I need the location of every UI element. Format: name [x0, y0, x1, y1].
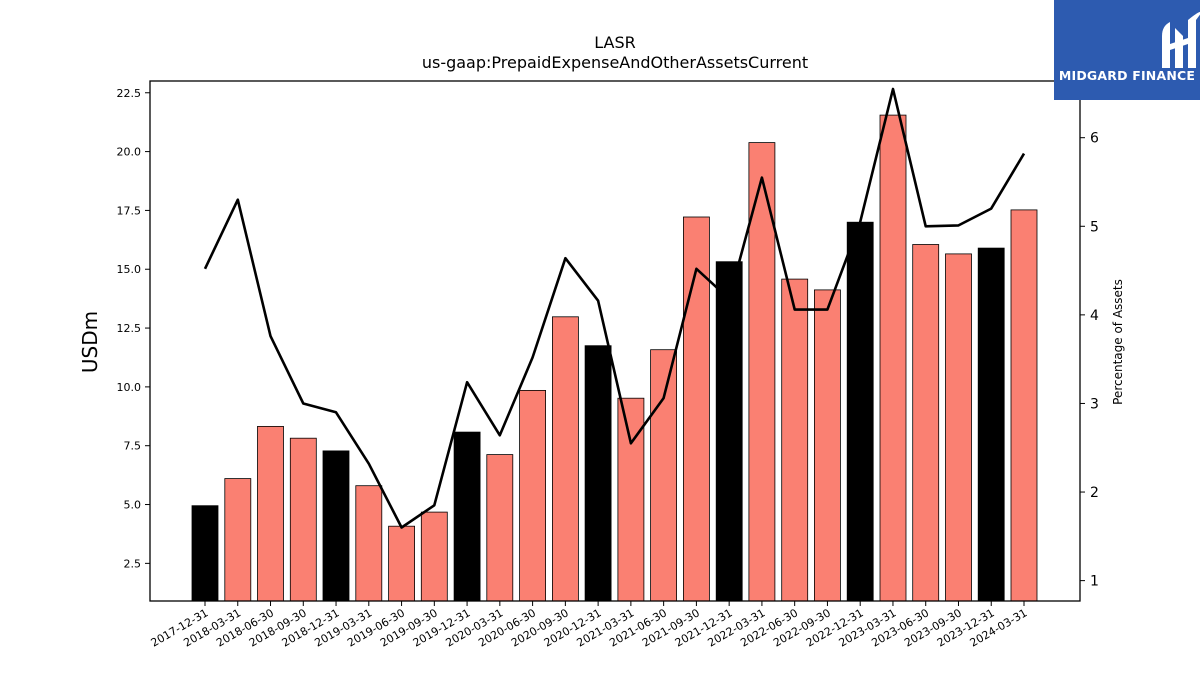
bar-2022-12-31: [846, 221, 874, 602]
bar-series: [191, 114, 1038, 602]
y2-tick-label: 2: [1090, 485, 1099, 501]
bar-2019-09-30: [420, 511, 448, 602]
y-axis-ticks: 2.5 5.0 7.5 10.0 12.5 15.0 17.5 20.0 22.5: [117, 87, 150, 570]
bar-2021-09-30: [683, 216, 710, 602]
brand-logo: MIDGARD FINANCE: [1054, 0, 1200, 100]
y2-tick-label: 3: [1090, 396, 1099, 412]
chart-subtitle: us-gaap:PrepaidExpenseAndOtherAssetsCurr…: [422, 53, 808, 72]
bar-2023-03-31: [879, 114, 907, 602]
x-axis-ticks: 2017-12-312018-03-312018-06-302018-09-30…: [149, 601, 1030, 650]
bar-2023-09-30: [945, 253, 972, 602]
bar-2019-03-31: [355, 485, 383, 602]
chart-title: LASR: [594, 33, 636, 52]
percentage-line: [203, 87, 1026, 529]
y2-tick-label: 6: [1090, 131, 1099, 147]
bar-2019-12-31: [453, 431, 481, 602]
bar-2022-06-30: [781, 278, 809, 602]
y-tick-label: 10.0: [117, 381, 142, 394]
bar-2020-03-31: [486, 454, 514, 602]
y-tick-label: 22.5: [117, 87, 142, 100]
bar-2018-06-30: [257, 425, 284, 602]
logo-mark-icon: [1162, 11, 1200, 68]
bar-2022-09-30: [814, 289, 841, 602]
bar-2020-06-30: [519, 389, 546, 602]
bar-2023-12-31: [977, 247, 1005, 602]
y-tick-label: 2.5: [124, 557, 142, 570]
bar-2024-03-31: [1010, 209, 1038, 602]
y2-tick-label: 1: [1090, 574, 1099, 590]
y-tick-label: 12.5: [117, 322, 142, 335]
bar-2020-12-31: [584, 345, 612, 602]
y-tick-label: 17.5: [117, 204, 142, 217]
y2-tick-label: 5: [1090, 219, 1099, 235]
y-axis-label: USDm: [78, 311, 102, 373]
plot-frame: [149, 80, 1081, 602]
y-tick-label: 20.0: [117, 146, 142, 159]
y-tick-label: 7.5: [124, 440, 142, 453]
bar-2020-09-30: [552, 316, 579, 602]
bar-2022-03-31: [748, 142, 776, 602]
bar-2018-03-31: [224, 478, 252, 602]
logo-text: MIDGARD FINANCE: [1058, 68, 1196, 83]
y2-axis-label: Percentage of Assets: [1111, 279, 1125, 405]
y2-axis-ticks: 1 2 3 4 5 6: [1080, 131, 1099, 590]
bar-2017-12-31: [191, 505, 219, 602]
bar-2023-06-30: [912, 244, 940, 602]
y-tick-label: 15.0: [117, 263, 142, 276]
y-tick-label: 5.0: [124, 499, 142, 512]
bar-2019-06-30: [388, 525, 416, 602]
bar-2018-12-31: [322, 450, 350, 602]
line-series: [203, 87, 1026, 529]
bar-2018-09-30: [289, 437, 317, 602]
y2-tick-label: 4: [1090, 308, 1099, 324]
bar-2021-06-30: [650, 349, 677, 602]
bar-2021-12-31: [715, 261, 743, 602]
